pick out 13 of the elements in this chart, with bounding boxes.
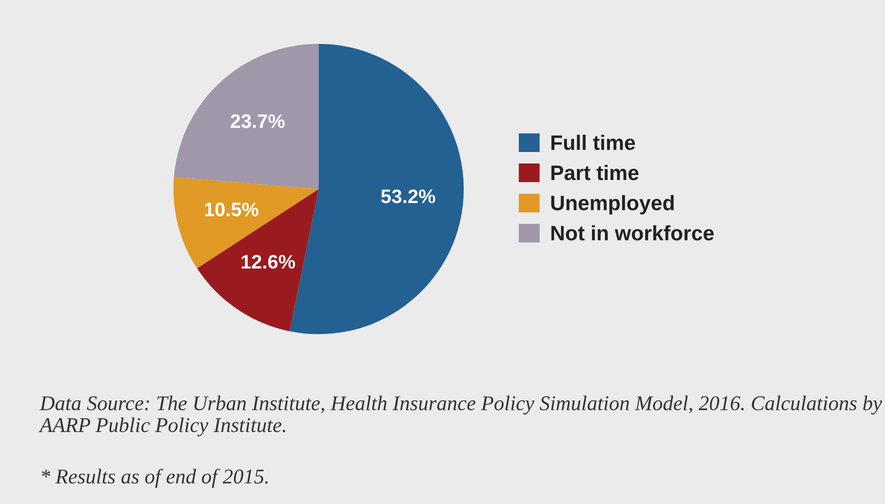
data-label: 12.6% xyxy=(242,254,296,269)
data-label: 10.5% xyxy=(205,202,258,216)
legend-label: Full time xyxy=(551,134,635,150)
legend-label: Unemployed xyxy=(551,195,674,214)
pie-slice xyxy=(197,189,319,332)
data-label: 53.2% xyxy=(381,189,436,204)
pie-slice xyxy=(173,177,319,268)
pie-slice xyxy=(174,44,319,189)
legend-label: Part time xyxy=(551,164,638,180)
text: * Results as of end of 2015. xyxy=(42,468,268,488)
data-label: 23.7% xyxy=(230,114,285,128)
source-note: Data Source: The Urban Institute, Health Insurance Policy Simulation Model, 2016. Calculations by AARP Public Policy Institute. xyxy=(38,396,882,436)
legend-label: Not in workforce xyxy=(551,225,714,241)
